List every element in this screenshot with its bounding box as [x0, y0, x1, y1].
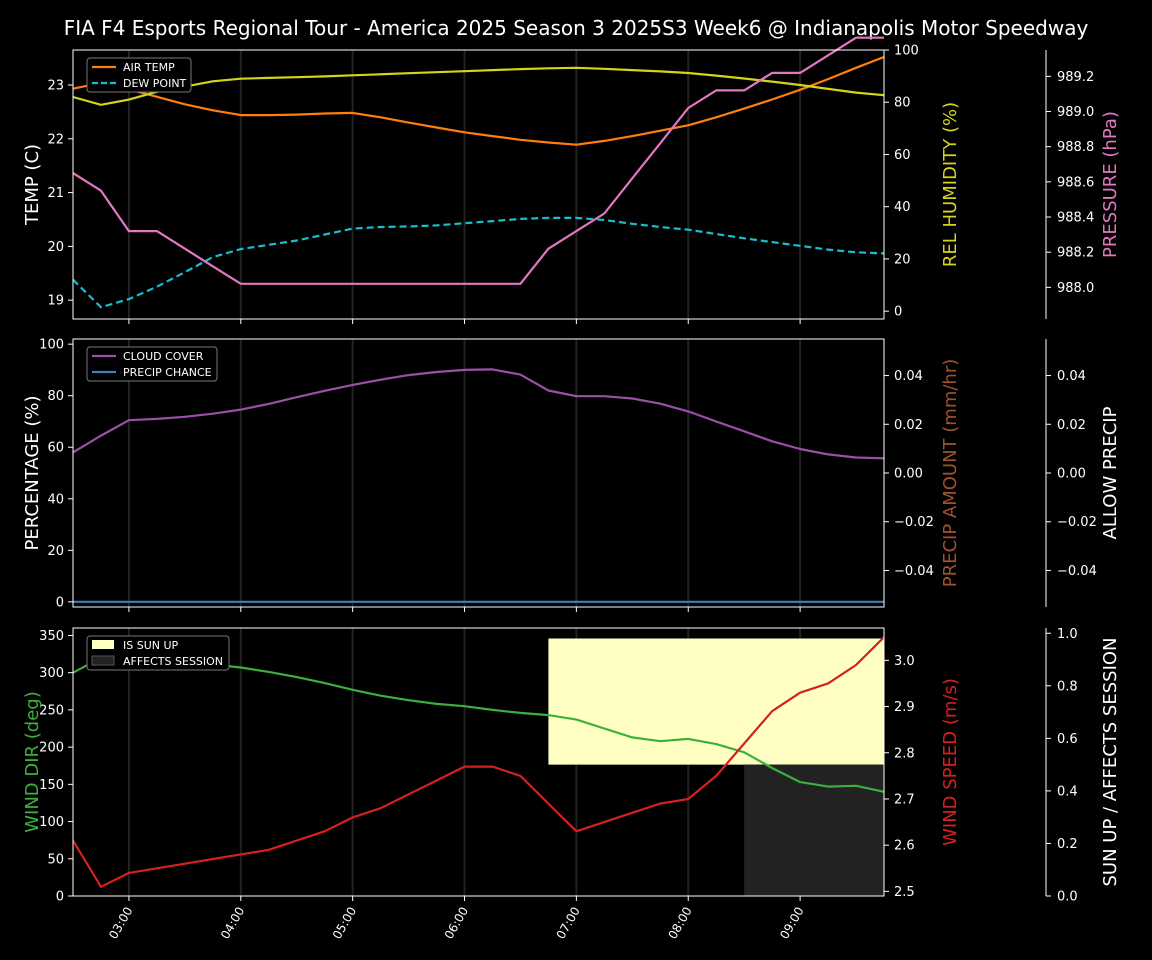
y2-tick-label: 0.02	[894, 418, 923, 433]
y2-axis-label: WIND SPEED (m/s)	[940, 678, 961, 846]
y-tick-label: 50	[47, 852, 64, 867]
y2-tick-label: −0.04	[894, 564, 934, 579]
y2-tick-label: 3.0	[894, 654, 915, 669]
legend: IS SUN UP AFFECTS SESSION	[86, 635, 230, 671]
y-axis-label: PERCENTAGE (%)	[22, 395, 43, 550]
y-tick-label: 21	[47, 186, 64, 201]
y-tick-label: 100	[39, 338, 64, 353]
y2-tick-label: 0.00	[894, 467, 923, 482]
legend: CLOUD COVER PRECIP CHANCE	[86, 346, 218, 382]
plot-frame	[72, 627, 885, 897]
legend: AIR TEMP DEW POINT	[86, 57, 192, 93]
panel-2: 0 20 40 60 80 100 −0.04 −0.02 0.00 0.02 0.04 −0.04 −…	[22, 338, 1121, 612]
legend-label: IS SUN UP	[123, 639, 179, 652]
panel-3: 0 50 100 150 200 250 300 350 2.5 2.6 2.7 2.8 2.9 3.0 0…	[22, 627, 1121, 942]
legend-frame	[86, 635, 230, 671]
y2-axis-label: PRECIP AMOUNT (mm/hr)	[940, 359, 961, 588]
y3-tick-label: 0.00	[1057, 467, 1086, 482]
y-tick-label: 60	[47, 441, 64, 456]
y3-tick-label: 988.8	[1057, 140, 1094, 155]
y2-tick-label: −0.02	[894, 515, 934, 530]
legend-swatch	[92, 640, 114, 649]
y2-tick-label: 0	[894, 305, 902, 320]
y3-tick-label: 0.6	[1057, 732, 1078, 747]
panel-1: 19 20 21 22 23 0 20 40 60 80 100 988.0 988.2 988.4 988…	[22, 36, 1121, 324]
y-tick-label: 23	[47, 78, 64, 93]
legend-frame	[86, 346, 218, 382]
y-tick-label: 20	[47, 544, 64, 559]
y3-axis-label: ALLOW PRECIP	[1100, 406, 1121, 539]
y2-tick-label: 60	[894, 148, 911, 163]
chart-title: FIA F4 Esports Regional Tour - America 2…	[64, 16, 1089, 40]
y2-tick-label: 40	[894, 200, 911, 215]
legend-label: DEW POINT	[123, 77, 187, 90]
y-tick-label: 150	[39, 778, 64, 793]
legend-label: AFFECTS SESSION	[123, 655, 223, 668]
y3-tick-label: 0.2	[1057, 837, 1078, 852]
y3-tick-label: 0.0	[1057, 890, 1078, 905]
plot-frame	[72, 49, 885, 320]
series-pressure	[72, 36, 884, 285]
y2-tick-label: 2.9	[894, 700, 915, 715]
y3-tick-label: 0.02	[1057, 418, 1086, 433]
y3-axis-label: PRESSURE (hPa)	[1100, 111, 1121, 258]
y-tick-label: 20	[47, 240, 64, 255]
y2-tick-label: 80	[894, 96, 911, 111]
y-tick-label: 80	[47, 389, 64, 404]
series-cloud-cover	[72, 368, 885, 460]
legend-label: CLOUD COVER	[123, 350, 204, 363]
y3-tick-label: 989.2	[1057, 70, 1094, 85]
series-dew-point	[72, 216, 885, 309]
y3-tick-label: −0.02	[1057, 515, 1097, 530]
legend-label: PRECIP CHANCE	[123, 366, 212, 379]
y-tick-label: 250	[39, 703, 64, 718]
legend-swatch	[91, 655, 115, 666]
y3-tick-label: 988.0	[1057, 281, 1094, 296]
y-tick-label: 200	[39, 741, 64, 756]
y3-axis-label: SUN UP / AFFECTS SESSION	[1100, 637, 1121, 886]
y2-tick-label: 2.6	[894, 839, 915, 854]
series-air-temp	[72, 55, 885, 146]
y2-tick-label: 0.04	[894, 369, 923, 384]
y2-tick-label: 20	[894, 252, 911, 267]
y3-tick-label: −0.04	[1057, 564, 1097, 579]
y-axis-label: TEMP (C)	[22, 144, 43, 226]
y3-tick-label: 0.4	[1057, 784, 1078, 799]
y2-tick-label: 100	[894, 44, 919, 59]
y3-tick-label: 988.2	[1057, 246, 1094, 261]
y-tick-label: 350	[39, 629, 64, 644]
y3-tick-label: 988.4	[1057, 211, 1094, 226]
y3-tick-label: 1.0	[1057, 627, 1078, 642]
series-rel-humidity	[72, 66, 885, 106]
y-tick-label: 0	[56, 595, 64, 610]
y3-tick-label: 0.04	[1057, 369, 1086, 384]
y2-tick-label: 2.8	[894, 746, 915, 761]
band-is-sun-up	[548, 638, 884, 765]
y3-tick-label: 989.0	[1057, 105, 1094, 120]
y-tick-label: 22	[47, 132, 64, 147]
y-tick-label: 19	[47, 294, 64, 309]
y-axis-label: WIND DIR (deg)	[22, 691, 43, 833]
legend-label: AIR TEMP	[123, 61, 175, 74]
y3-tick-label: 988.6	[1057, 175, 1094, 190]
y-tick-label: 40	[47, 492, 64, 507]
y2-axis-label: REL HUMIDITY (%)	[940, 102, 961, 267]
y-tick-label: 300	[39, 666, 64, 681]
y2-tick-label: 2.5	[894, 885, 915, 900]
y2-tick-label: 2.7	[894, 792, 915, 807]
y3-tick-label: 0.8	[1057, 679, 1078, 694]
y-tick-label: 100	[39, 815, 64, 830]
y-tick-label: 0	[56, 890, 64, 905]
series-wind-speed	[72, 636, 885, 888]
